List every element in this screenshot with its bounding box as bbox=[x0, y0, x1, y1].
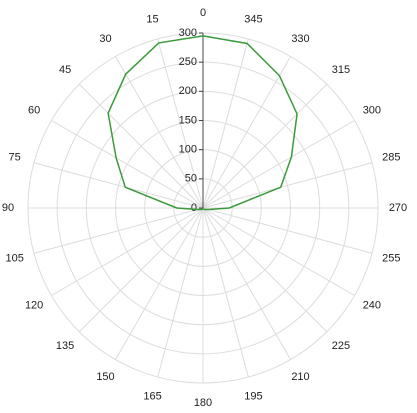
r-tick-label: 200 bbox=[179, 85, 197, 97]
r-tick-label: 250 bbox=[179, 56, 197, 68]
grid-spoke bbox=[202, 162, 373, 209]
angle-label: 270 bbox=[389, 202, 407, 214]
angle-label: 60 bbox=[28, 104, 40, 116]
angle-label: 345 bbox=[244, 14, 262, 26]
angle-label: 165 bbox=[143, 390, 161, 402]
grid-spoke bbox=[33, 207, 204, 254]
angle-label: 75 bbox=[9, 151, 21, 163]
grid-spoke bbox=[202, 83, 328, 209]
grid-spoke bbox=[78, 83, 204, 209]
angle-label: 300 bbox=[363, 104, 381, 116]
r-tick-label: 300 bbox=[179, 27, 197, 39]
grid-spoke bbox=[202, 207, 249, 378]
grid-spoke bbox=[115, 207, 204, 360]
angle-label: 330 bbox=[291, 33, 309, 45]
angle-label: 0 bbox=[200, 7, 206, 19]
angle-label: 195 bbox=[244, 390, 262, 402]
grid-spoke bbox=[157, 207, 204, 378]
r-tick-label: 0 bbox=[191, 202, 197, 214]
r-tick-label: 50 bbox=[185, 173, 197, 185]
grid-spoke bbox=[202, 207, 355, 296]
angle-label: 315 bbox=[332, 64, 350, 76]
grid-spoke bbox=[202, 207, 373, 254]
grid-spoke bbox=[115, 56, 204, 209]
grid-spoke bbox=[202, 56, 291, 209]
r-tick-label: 100 bbox=[179, 144, 197, 156]
grid-spoke bbox=[157, 38, 204, 209]
angle-label: 105 bbox=[5, 252, 23, 264]
angle-label: 15 bbox=[146, 14, 158, 26]
grid-spoke bbox=[33, 162, 204, 209]
grid-spoke bbox=[51, 207, 204, 296]
angle-label: 120 bbox=[25, 299, 43, 311]
grid-spoke bbox=[202, 38, 249, 209]
r-tick-label: 150 bbox=[179, 114, 197, 126]
angle-label: 210 bbox=[291, 371, 309, 383]
angle-label: 150 bbox=[96, 371, 114, 383]
series-line bbox=[107, 35, 298, 211]
angle-label: 180 bbox=[194, 397, 212, 409]
grid-spoke bbox=[202, 120, 355, 209]
angle-label: 225 bbox=[332, 340, 350, 352]
angle-label: 90 bbox=[2, 202, 14, 214]
grid-spoke bbox=[51, 120, 204, 209]
grid-spoke bbox=[202, 207, 328, 333]
angle-label: 240 bbox=[363, 299, 381, 311]
grid-spoke bbox=[202, 207, 291, 360]
angle-label: 285 bbox=[382, 151, 400, 163]
grid-spoke bbox=[78, 207, 204, 333]
angle-label: 30 bbox=[99, 33, 111, 45]
angle-label: 135 bbox=[56, 340, 74, 352]
angle-label: 45 bbox=[59, 64, 71, 76]
angle-label: 255 bbox=[382, 252, 400, 264]
